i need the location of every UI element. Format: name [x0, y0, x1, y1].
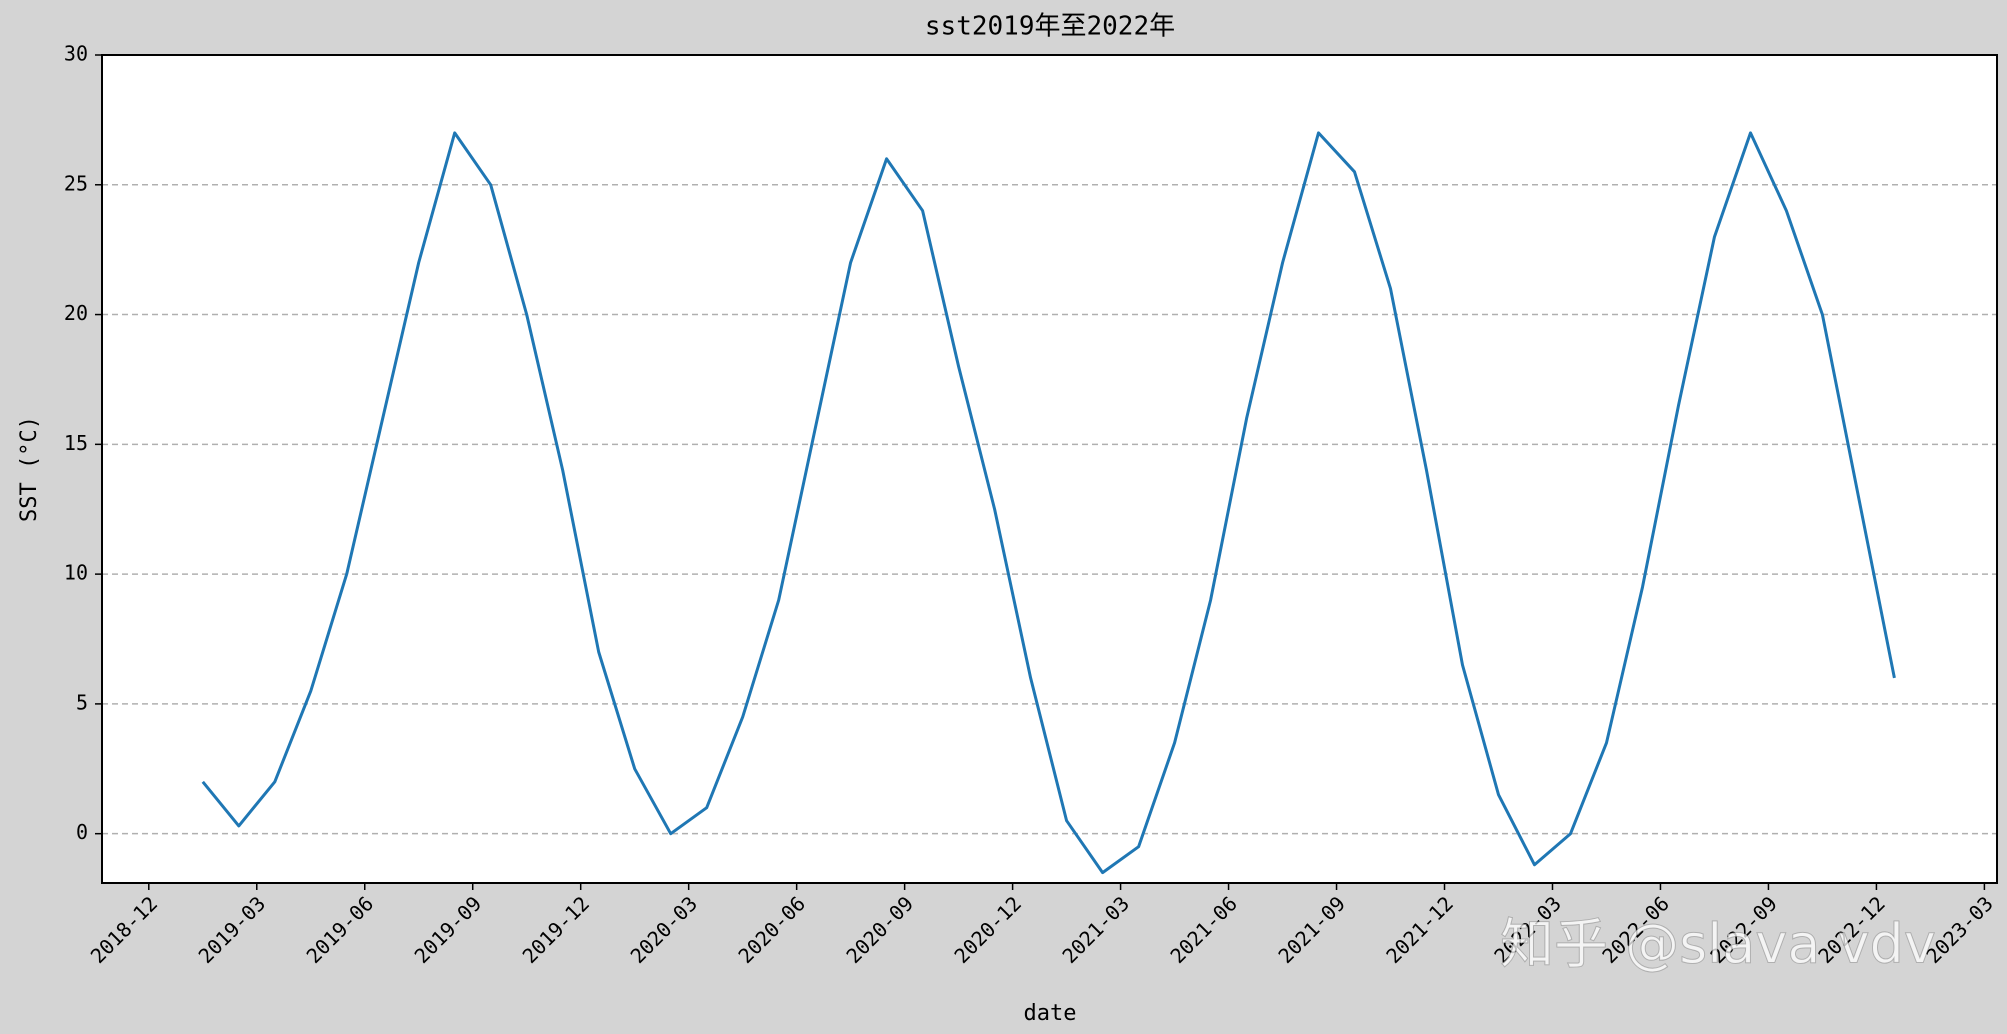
- x-tick-label: 2020-03: [626, 891, 703, 968]
- y-tick-label: 30: [64, 42, 88, 66]
- x-tick-label: 2019-06: [302, 891, 379, 968]
- y-tick-label: 0: [76, 820, 88, 844]
- x-tick-label: 2018-12: [86, 891, 163, 968]
- x-tick-label: 2019-12: [518, 891, 595, 968]
- plot-frame: [101, 54, 1998, 884]
- y-tick-label: 20: [64, 301, 88, 325]
- y-tick-label: 5: [76, 690, 88, 714]
- chart-title: sst2019年至2022年: [925, 12, 1175, 42]
- x-tick-label: 2021-12: [1381, 891, 1458, 968]
- x-tick-label: 2019-09: [410, 891, 487, 968]
- x-tick-label: 2020-12: [949, 891, 1026, 968]
- x-axis-label: date: [1024, 1001, 1077, 1026]
- x-tick-label: 2021-09: [1273, 891, 1350, 968]
- data-line: [201, 131, 1896, 875]
- y-axis-label: SST (°C): [17, 416, 42, 522]
- y-tick-label: 10: [64, 561, 88, 585]
- x-tick-label: 2020-09: [841, 891, 918, 968]
- y-tick-label: 15: [64, 431, 88, 455]
- watermark: 知乎 @slava vdv: [1500, 913, 1936, 976]
- y-tick-label: 25: [64, 171, 88, 195]
- x-tick-label: 2021-06: [1165, 891, 1242, 968]
- x-tick-label: 2020-06: [734, 891, 811, 968]
- plot-area: [102, 55, 1997, 883]
- x-tick-label: 2021-03: [1057, 891, 1134, 968]
- x-tick-label: 2019-03: [194, 891, 271, 968]
